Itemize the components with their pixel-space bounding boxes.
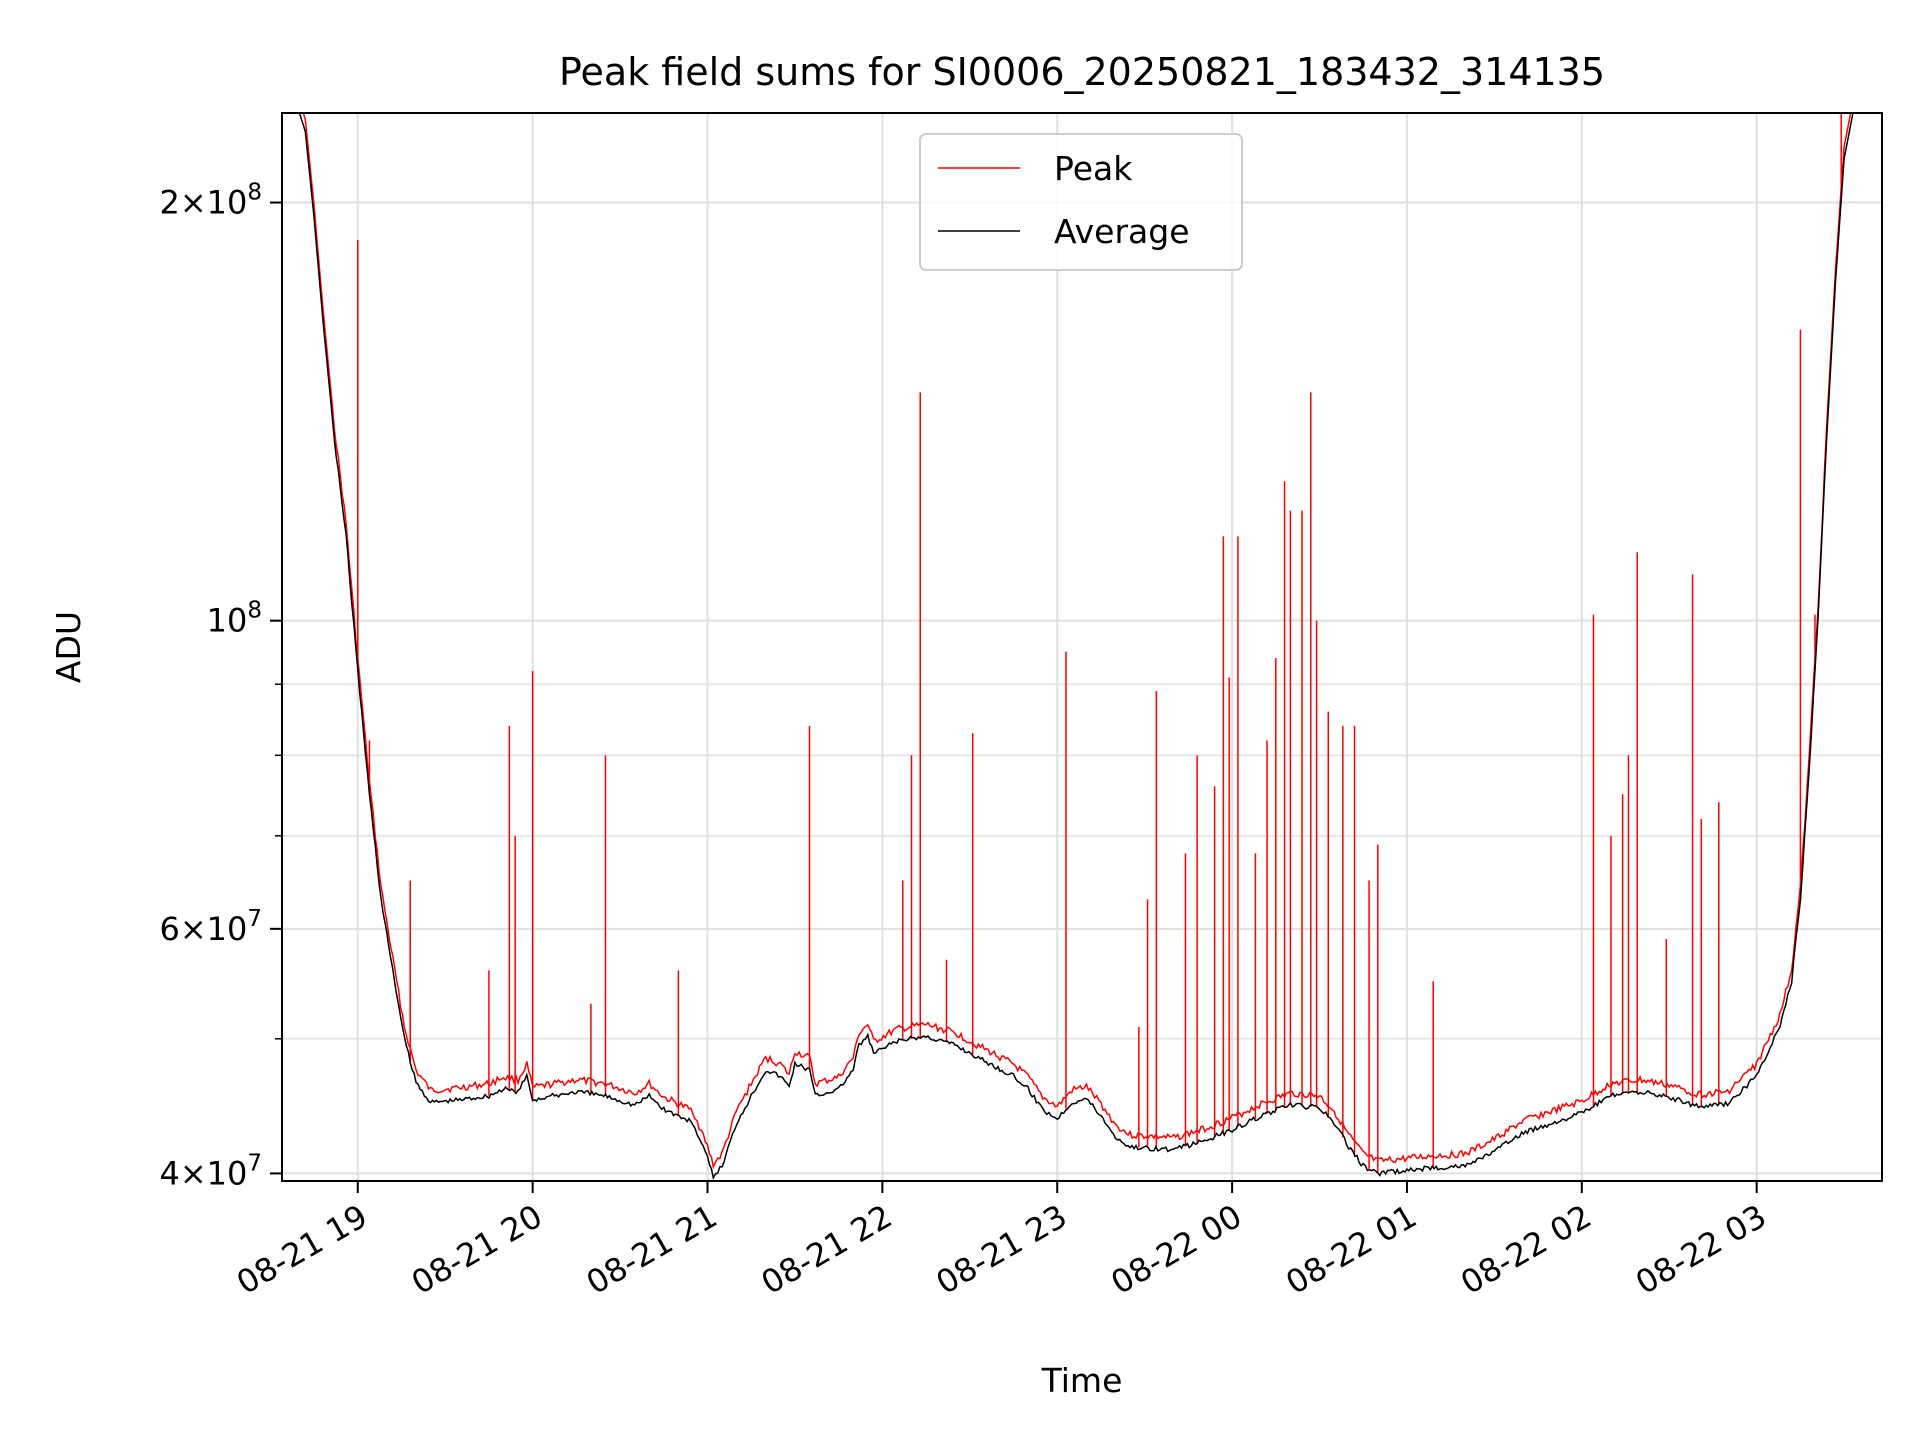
average-line [282,113,1882,1181]
y-tick-label: 108 [207,598,262,640]
legend: Peak Average [919,133,1243,271]
x-axis-label: Time [1041,1361,1123,1400]
y-tick-label: 6×107 [159,906,262,948]
y-axis: 4×107 6×107 108 2×108 [159,180,282,1192]
y-tick-label: 2×108 [159,180,262,222]
chart-title: Peak field sums for SI0006_20250821_1834… [559,50,1605,94]
y-tick-label: 4×107 [159,1150,262,1192]
plot-frame [281,112,1883,1182]
legend-label-average: Average [1054,212,1190,251]
legend-label-peak: Peak [1054,149,1133,188]
series-layer [282,113,1882,1181]
y-axis-label: ADU [49,611,88,683]
peak-line [302,113,1852,1170]
